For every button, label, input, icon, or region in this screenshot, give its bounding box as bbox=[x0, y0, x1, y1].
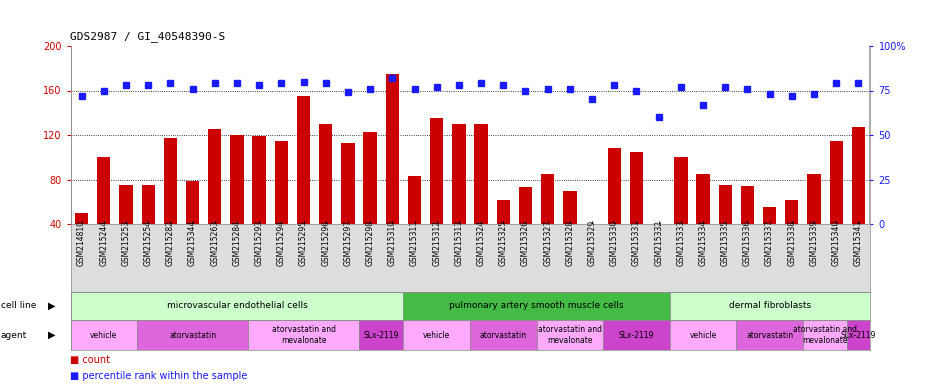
Bar bbox=[669, 292, 870, 320]
Bar bbox=[385, 74, 399, 268]
Bar bbox=[718, 185, 732, 268]
Text: vehicle: vehicle bbox=[689, 331, 716, 339]
Bar bbox=[736, 320, 803, 350]
Bar bbox=[785, 200, 798, 268]
Bar bbox=[208, 129, 222, 268]
Bar bbox=[674, 157, 687, 268]
Text: atorvastatin: atorvastatin bbox=[479, 331, 526, 339]
Text: ▶: ▶ bbox=[48, 301, 55, 311]
Bar bbox=[164, 138, 177, 268]
Bar bbox=[274, 141, 288, 268]
Bar bbox=[359, 320, 403, 350]
Text: microvascular endothelial cells: microvascular endothelial cells bbox=[166, 301, 307, 311]
Bar bbox=[230, 135, 243, 268]
Bar bbox=[537, 320, 603, 350]
Bar bbox=[137, 320, 248, 350]
Bar bbox=[563, 190, 576, 268]
Bar bbox=[186, 180, 199, 268]
Text: ■ count: ■ count bbox=[70, 354, 111, 364]
Bar bbox=[253, 136, 266, 268]
Bar bbox=[70, 292, 403, 320]
Text: atorvastatin and
mevalonate: atorvastatin and mevalonate bbox=[272, 325, 336, 345]
Bar bbox=[697, 174, 710, 268]
Bar bbox=[364, 132, 377, 268]
Bar bbox=[630, 152, 643, 268]
Bar bbox=[741, 186, 754, 268]
Bar bbox=[607, 148, 621, 268]
Bar bbox=[470, 320, 537, 350]
Bar bbox=[669, 320, 736, 350]
Bar bbox=[70, 320, 137, 350]
Bar bbox=[408, 176, 421, 268]
Bar bbox=[403, 320, 470, 350]
Bar bbox=[541, 174, 555, 268]
Text: atorvastatin: atorvastatin bbox=[169, 331, 216, 339]
Text: atorvastatin: atorvastatin bbox=[746, 331, 793, 339]
Bar bbox=[297, 96, 310, 268]
Bar bbox=[341, 143, 354, 268]
Text: vehicle: vehicle bbox=[90, 331, 118, 339]
Bar bbox=[430, 118, 444, 268]
Text: agent: agent bbox=[1, 331, 27, 339]
Text: cell line: cell line bbox=[1, 301, 37, 311]
Bar bbox=[847, 320, 870, 350]
Bar bbox=[142, 185, 155, 268]
Text: atorvastatin and
mevalonate: atorvastatin and mevalonate bbox=[793, 325, 857, 345]
Bar bbox=[475, 124, 488, 268]
Bar bbox=[652, 224, 666, 268]
Bar bbox=[319, 124, 333, 268]
Bar bbox=[763, 207, 776, 268]
Text: dermal fibroblasts: dermal fibroblasts bbox=[728, 301, 810, 311]
Bar bbox=[829, 141, 843, 268]
Bar bbox=[75, 213, 88, 268]
Bar bbox=[852, 127, 865, 268]
Bar bbox=[248, 320, 359, 350]
Bar bbox=[807, 174, 821, 268]
Bar bbox=[586, 226, 599, 268]
Text: SLx-2119: SLx-2119 bbox=[364, 331, 399, 339]
Bar bbox=[803, 320, 847, 350]
Text: SLx-2119: SLx-2119 bbox=[619, 331, 654, 339]
Text: ▶: ▶ bbox=[48, 330, 55, 340]
Text: atorvastatin and
mevalonate: atorvastatin and mevalonate bbox=[538, 325, 602, 345]
Bar bbox=[496, 200, 509, 268]
Text: GDS2987 / GI_40548390-S: GDS2987 / GI_40548390-S bbox=[70, 31, 226, 42]
Bar bbox=[119, 185, 133, 268]
Bar bbox=[97, 157, 111, 268]
Text: pulmonary artery smooth muscle cells: pulmonary artery smooth muscle cells bbox=[449, 301, 624, 311]
Text: vehicle: vehicle bbox=[423, 331, 450, 339]
Text: SLx-2119: SLx-2119 bbox=[840, 331, 876, 339]
Text: ■ percentile rank within the sample: ■ percentile rank within the sample bbox=[70, 371, 248, 381]
Bar bbox=[603, 320, 669, 350]
Bar bbox=[452, 124, 465, 268]
Bar bbox=[519, 187, 532, 268]
Bar bbox=[403, 292, 669, 320]
